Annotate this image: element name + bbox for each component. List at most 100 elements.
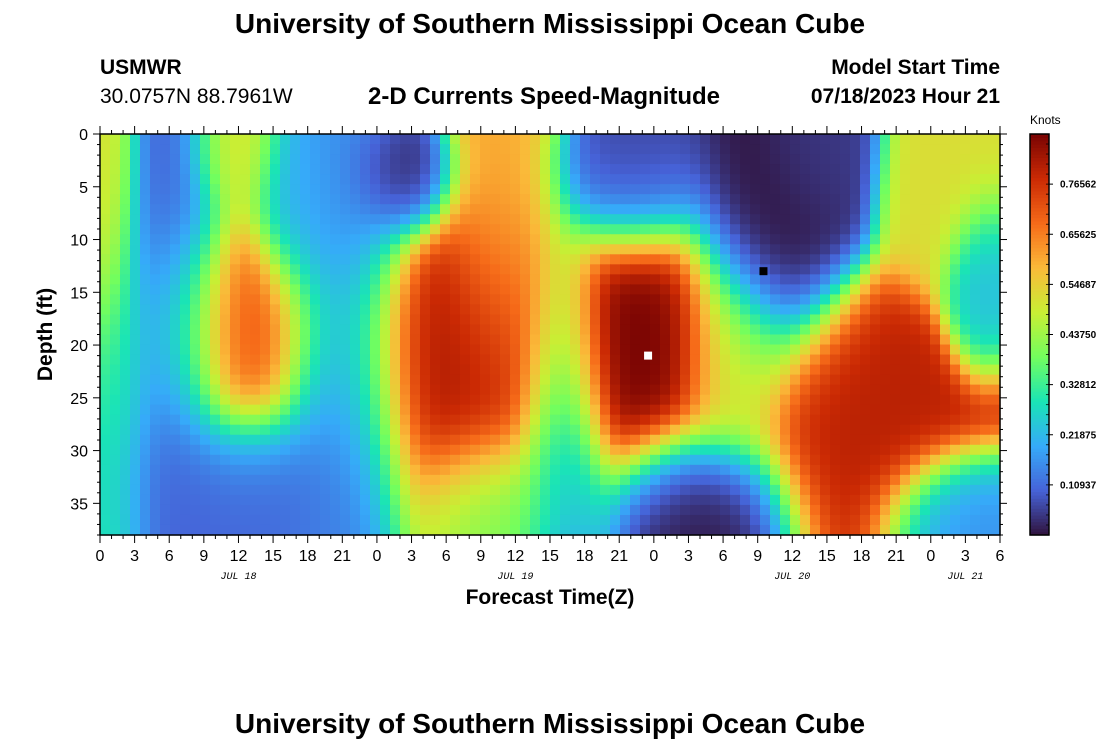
heatmap-cell	[700, 144, 711, 155]
heatmap-cell	[180, 514, 191, 526]
heatmap-cell	[450, 214, 461, 225]
heatmap-cell	[180, 324, 191, 336]
heatmap-cell	[550, 514, 561, 526]
heatmap-cell	[200, 404, 211, 416]
heatmap-cell	[690, 294, 701, 306]
colorbar-segment	[1030, 367, 1049, 372]
heatmap-cell	[850, 324, 861, 336]
heatmap-cell	[650, 394, 661, 406]
heatmap-cell	[510, 494, 521, 506]
heatmap-cell	[290, 324, 301, 336]
heatmap-cell	[880, 384, 891, 396]
colorbar-segment	[1030, 250, 1049, 255]
heatmap-cell	[320, 524, 331, 536]
heatmap-cell	[360, 254, 371, 265]
heatmap-cell	[740, 164, 751, 175]
heatmap-cell	[520, 354, 531, 366]
heatmap-cell	[140, 514, 151, 526]
heatmap-cell	[260, 464, 271, 476]
heatmap-cell	[630, 484, 641, 496]
heatmap-cell	[750, 434, 761, 446]
x-axis-title: Forecast Time(Z)	[466, 586, 635, 609]
heatmap-cell	[180, 304, 191, 316]
heatmap-cell	[550, 374, 561, 386]
heatmap-cell	[830, 414, 841, 426]
heatmap-cell	[340, 144, 351, 155]
heatmap-cell	[350, 324, 361, 336]
heatmap-cell	[750, 274, 761, 285]
heatmap-cell	[340, 434, 351, 446]
heatmap-cell	[320, 514, 331, 526]
heatmap-cell	[400, 234, 411, 245]
heatmap-cell	[230, 314, 241, 326]
heatmap-cell	[440, 474, 451, 486]
heatmap-cell	[970, 314, 981, 326]
heatmap-cell	[100, 204, 111, 215]
heatmap-cell	[960, 464, 971, 476]
heatmap-cell	[950, 274, 961, 285]
heatmap-cell	[910, 264, 921, 275]
colorbar-segment	[1030, 444, 1049, 449]
heatmap-cell	[210, 314, 221, 326]
heatmap-cell	[400, 174, 411, 185]
heatmap-cell	[800, 484, 811, 496]
heatmap-cell	[750, 484, 761, 496]
heatmap-cell	[520, 184, 531, 195]
heatmap-cell	[720, 174, 731, 185]
heatmap-cell	[160, 314, 171, 326]
heatmap-cell	[860, 284, 871, 296]
heatmap-cell	[570, 264, 581, 275]
heatmap-cell	[680, 314, 691, 326]
heatmap-cell	[990, 264, 1001, 275]
heatmap-cell	[180, 254, 191, 265]
heatmap-cell	[680, 364, 691, 376]
heatmap-cell	[500, 474, 511, 486]
heatmap-cell	[650, 194, 661, 205]
heatmap-cell	[150, 494, 161, 506]
heatmap-cell	[720, 244, 731, 255]
heatmap-cell	[210, 134, 221, 145]
heatmap-cell	[480, 424, 491, 436]
heatmap-cell	[420, 224, 431, 235]
heatmap-cell	[840, 364, 851, 376]
heatmap-cell	[150, 254, 161, 265]
heatmap-cell	[870, 374, 881, 386]
heatmap-cell	[320, 324, 331, 336]
heatmap-cell	[440, 234, 451, 245]
heatmap-cell	[100, 304, 111, 316]
heatmap-cell	[530, 234, 541, 245]
heatmap-cell	[640, 184, 651, 195]
station-name: USMWR	[100, 56, 182, 79]
heatmap-cell	[290, 524, 301, 536]
marker-white	[644, 351, 653, 360]
heatmap-cell	[150, 284, 161, 296]
heatmap-cell	[730, 174, 741, 185]
heatmap-cell	[980, 344, 991, 356]
heatmap-cell	[170, 284, 181, 296]
heatmap-cell	[490, 414, 501, 426]
heatmap-cell	[740, 444, 751, 456]
heatmap-cell	[330, 314, 341, 326]
heatmap-cell	[690, 504, 701, 516]
heatmap-cell	[240, 464, 251, 476]
heatmap-cell	[180, 214, 191, 225]
heatmap-cell	[950, 514, 961, 526]
heatmap-cell	[330, 154, 341, 165]
heatmap-cell	[550, 334, 561, 346]
heatmap-cell	[550, 274, 561, 285]
heatmap-cell	[790, 514, 801, 526]
heatmap-cell	[590, 244, 601, 255]
heatmap-cell	[260, 354, 271, 366]
heatmap-cell	[920, 434, 931, 446]
heatmap-cell	[710, 484, 721, 496]
heatmap-cell	[180, 374, 191, 386]
heatmap-cell	[870, 164, 881, 175]
heatmap-cell	[740, 374, 751, 386]
heatmap-cell	[680, 144, 691, 155]
heatmap-cell	[710, 194, 721, 205]
heatmap-cell	[480, 244, 491, 255]
heatmap-cell	[910, 164, 921, 175]
heatmap-cell	[310, 234, 321, 245]
heatmap-cell	[270, 314, 281, 326]
heatmap-cell	[510, 334, 521, 346]
